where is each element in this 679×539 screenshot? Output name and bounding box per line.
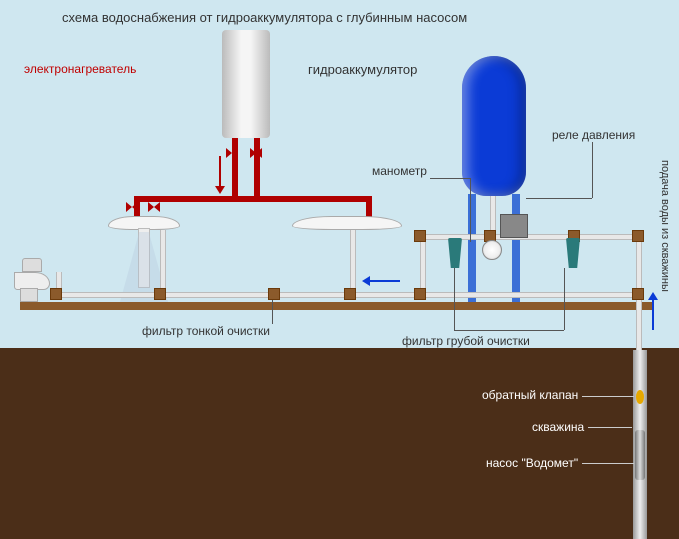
pipe-fitting	[154, 288, 166, 300]
hot-pipe	[254, 138, 260, 198]
pipe-fitting	[344, 288, 356, 300]
diagram-canvas: схема водоснабжения от гидроаккумулятора…	[0, 0, 679, 539]
leader-line	[454, 330, 564, 331]
leader-line	[430, 178, 470, 179]
cold-pipe	[350, 230, 356, 294]
manometer-label: манометр	[372, 164, 427, 178]
pressure-relay-label: реле давления	[552, 128, 635, 142]
leader-line	[588, 427, 632, 428]
hydro-accumulator	[462, 56, 526, 196]
cold-pipe	[160, 230, 166, 294]
leader-line	[454, 268, 455, 330]
leader-line	[272, 300, 273, 324]
submersible-pump	[635, 430, 645, 480]
fine-filter-label: фильтр тонкой очистки	[142, 324, 270, 338]
fine-filter-icon	[268, 288, 280, 300]
leader-line	[592, 142, 593, 198]
leader-line	[582, 396, 634, 397]
manometer-icon	[482, 240, 502, 260]
heater-label: электронагреватель	[24, 62, 136, 76]
hot-pipe	[134, 196, 372, 202]
floor-bar	[20, 302, 652, 310]
supply-label: подача воды из скважины	[658, 160, 671, 292]
toilet-fixture	[14, 258, 52, 302]
check-valve-icon	[636, 390, 644, 404]
pipe-fitting	[414, 288, 426, 300]
hot-pipe	[366, 196, 372, 218]
coarse-filter-icon	[566, 238, 580, 268]
cold-pipe	[420, 234, 426, 294]
flow-arrow-left	[370, 280, 400, 282]
pipe-fitting	[414, 230, 426, 242]
ground-region	[0, 348, 679, 539]
flow-arrow-up	[652, 300, 654, 330]
valve-icon	[126, 202, 138, 212]
coarse-filter-icon	[448, 238, 462, 268]
leader-line	[582, 463, 634, 464]
valve-icon	[226, 148, 238, 158]
pipe-fitting	[632, 230, 644, 242]
valve-icon	[148, 202, 160, 212]
borehole-label: скважина	[532, 420, 584, 434]
pipe-fitting	[50, 288, 62, 300]
flow-arrow-down	[219, 156, 221, 186]
leader-line	[564, 268, 565, 330]
hot-pipe	[232, 138, 238, 198]
accumulator-label: гидроаккумулятор	[308, 62, 417, 78]
pressure-relay-icon	[500, 214, 528, 238]
leader-line	[470, 178, 471, 242]
pump-label: насос "Водомет"	[486, 456, 578, 470]
valve-icon	[250, 148, 262, 158]
coarse-filter-label: фильтр грубой очистки	[402, 334, 530, 348]
diagram-title: схема водоснабжения от гидроаккумулятора…	[62, 10, 467, 26]
pipe-fitting	[632, 288, 644, 300]
water-heater	[222, 30, 270, 138]
leader-line	[526, 198, 592, 199]
check-valve-label: обратный клапан	[482, 388, 578, 402]
sink-fixture	[292, 216, 402, 244]
accumulator-leg	[512, 194, 520, 302]
